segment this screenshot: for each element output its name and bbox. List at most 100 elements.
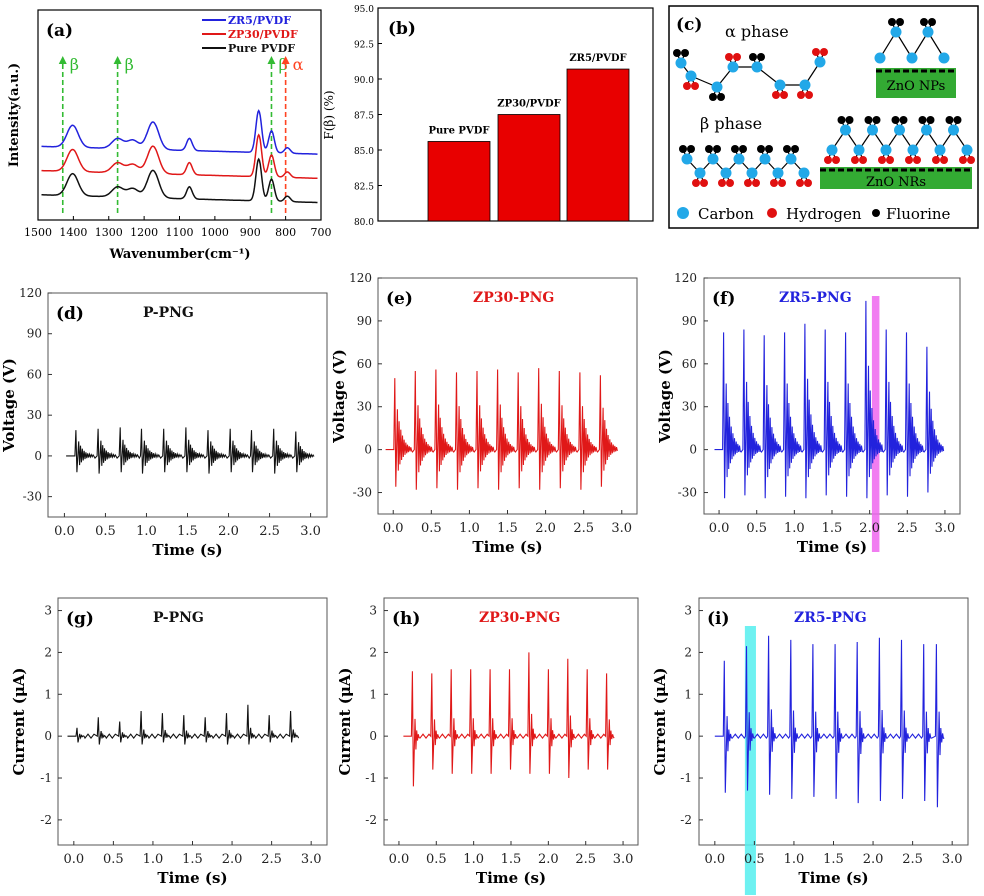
panel-h-y-tick-label: 2: [369, 645, 377, 659]
panel-f-y-tick-label: 60: [682, 357, 697, 371]
panel-c-phase-diagram: (c) α phase β phase ZnO NPs ZnO NRs Carb…: [668, 5, 979, 229]
panel-h-y-tick-label: -1: [365, 771, 377, 785]
panel-d-x-tick-label: 3.0: [300, 524, 321, 539]
panel-h-y-tick-label: -2: [365, 813, 377, 827]
zno-nr-substrate: [820, 167, 972, 189]
panel-h-x-tick-label: 1.5: [501, 852, 522, 867]
panel-d-x-tick-label: 0.5: [95, 524, 116, 539]
panel-d-x-label: Time (s): [152, 541, 222, 559]
panel-g-x-tick-label: 0.0: [63, 852, 84, 867]
hydrogen-atom: [744, 179, 752, 187]
carbon-atom: [694, 167, 706, 179]
hydrogen-atom: [913, 156, 921, 164]
panel-f-y-tick-label: 120: [674, 271, 697, 285]
panel-d-y-tick-label: 30: [27, 408, 42, 422]
panel-g-x-tick-label: 2.5: [261, 852, 282, 867]
carbon-legend-label: Carbon: [698, 205, 754, 223]
carbon-atom: [746, 167, 758, 179]
carbon-atom: [826, 144, 838, 156]
fluorine-atom: [920, 18, 928, 26]
fluorine-atom: [765, 145, 773, 153]
fluorine-atom: [837, 116, 846, 124]
carbon-atom: [867, 124, 878, 136]
fluorine-atom: [749, 53, 757, 61]
panel-b-y-tick-label: 95.0: [354, 5, 374, 15]
panel-h-frame: [383, 597, 639, 846]
panel-e-x-tick-label: 0.5: [421, 521, 442, 536]
panel-d-x-tick-label: 1.5: [177, 524, 198, 539]
carbon-atom: [720, 167, 732, 179]
phase-marker-arrow: [58, 56, 67, 64]
hydrogen-atom: [796, 179, 804, 187]
carbon-atom: [961, 144, 973, 156]
phase-marker-label: β: [278, 55, 287, 74]
carbon-atom: [894, 124, 905, 136]
fluorine-atom: [896, 18, 904, 26]
panel-i-signal-trace: [714, 635, 945, 808]
panel-g-y-tick-label: 1: [44, 687, 52, 701]
carbon-atom: [948, 124, 959, 136]
panel-a-label: (a): [46, 21, 73, 41]
panel-g-signal-trace: [67, 704, 300, 745]
fluorine-atom: [783, 145, 791, 153]
zno-np-substrate: [876, 68, 956, 98]
fluorine-atom: [709, 93, 717, 101]
panel-i-title: ZR5-PNG: [794, 610, 867, 626]
panel-h-x-tick-label: 1.0: [463, 852, 484, 867]
spectrum-zp30-pvdf: [41, 133, 318, 180]
hydrogen-atom: [959, 156, 967, 164]
panel-g-y-tick-label: 2: [44, 645, 52, 659]
panel-d-voltage-p-png: 120 90 60 30 0 -30 0.0 0.5 1.0 1.5 2.0 2.5 3.0 (d) P-P…: [0, 286, 328, 559]
panel-h-signal-trace: [403, 652, 615, 787]
carbon-atom: [774, 79, 786, 91]
panel-h-x-tick-label: 0.0: [389, 852, 410, 867]
alpha-phase-chain: [673, 48, 828, 101]
panel-a-x-tick-label: 1000: [201, 226, 229, 239]
carbon-atom: [798, 167, 810, 179]
panel-h-x-tick-label: 2.0: [538, 852, 559, 867]
panel-g-x-tick-label: 2.0: [222, 852, 243, 867]
carbon-atom: [733, 153, 745, 165]
panel-i-y-tick-label: 1: [684, 687, 692, 701]
panel-e-x-label: Time (s): [472, 538, 542, 556]
fluorine-atom: [717, 93, 725, 101]
fluorine-atom: [926, 116, 935, 124]
bar-category-label: ZP30/PVDF: [497, 99, 560, 110]
legend-label-zp30: ZP30/PVDF: [228, 28, 298, 41]
fluorine-atom: [864, 116, 873, 124]
fluorine-legend-dot: [872, 209, 880, 217]
bar-category-label: Pure PVDF: [429, 125, 490, 136]
panel-d-y-tick-label: -30: [23, 490, 42, 504]
hydrogen-atom: [859, 156, 867, 164]
hydrogen-atom: [752, 179, 760, 187]
panel-e-voltage-zp30-png: 120 90 60 30 0 -30 0.0 0.5 1.0 1.5 2.0 2.5 3.0 (e) ZP3…: [330, 271, 638, 556]
panel-a-x-label: Wavenumber(cm⁻¹): [108, 247, 250, 262]
panel-g-x-tick-label: 1.0: [143, 852, 164, 867]
panel-g-label: (g): [66, 609, 94, 629]
panel-f-x-tick-label: 0.5: [746, 521, 767, 536]
panel-c-label: (c): [676, 15, 702, 35]
hydrogen-atom: [878, 156, 886, 164]
hydrogen-atom: [832, 156, 840, 164]
panel-b-y-tick-label: 82.5: [354, 183, 374, 193]
spectrum-pure-pvdf: [41, 157, 318, 204]
panel-g-x-tick-label: 3.0: [301, 852, 322, 867]
panel-d-y-tick-label: 60: [27, 367, 42, 381]
panel-h-title: ZP30-PNG: [479, 610, 560, 626]
carbon-atom: [853, 144, 865, 156]
panel-d-signal-trace: [66, 427, 315, 474]
panel-e-y-label: Voltage (V): [330, 349, 348, 444]
panel-i-x-label: Time (s): [798, 869, 868, 887]
bar-category-label: ZR5/PVDF: [569, 53, 626, 64]
panel-a-legend: ZR5/PVDF ZP30/PVDF Pure PVDF: [202, 14, 298, 55]
zno-np-label: ZnO NPs: [887, 79, 946, 94]
panel-e-y-tick-label: 0: [364, 443, 372, 457]
panel-e-x-tick-label: 1.5: [497, 521, 518, 536]
fluorine-atom: [757, 53, 765, 61]
legend-label-zr5: ZR5/PVDF: [228, 14, 291, 27]
hydrogen-atom: [692, 179, 700, 187]
fluorine-atom: [888, 18, 896, 26]
panel-i-x-tick-label: 1.0: [784, 852, 805, 867]
hydrogen-atom: [797, 91, 805, 99]
